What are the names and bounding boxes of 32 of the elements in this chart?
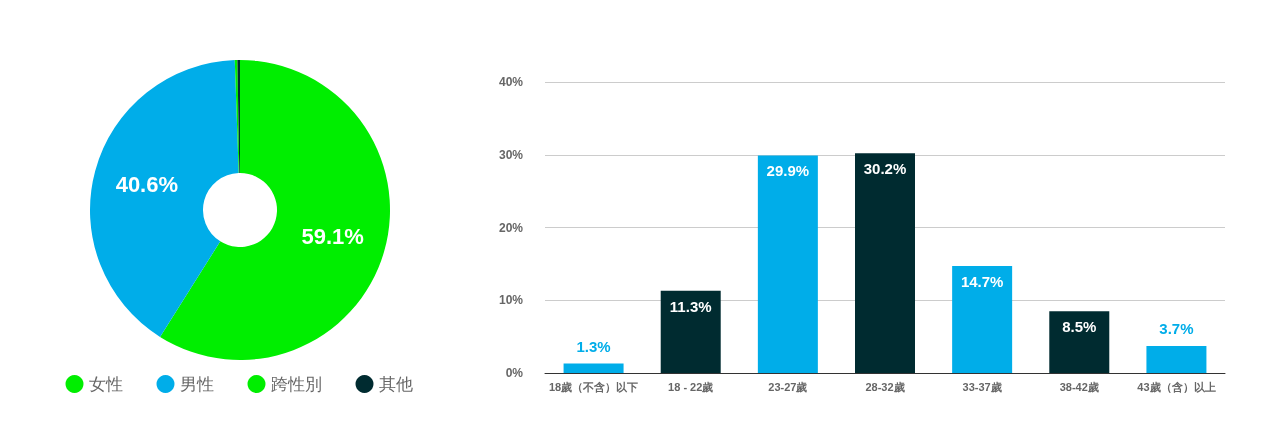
legend-label: 跨性別: [270, 374, 322, 394]
y-tick-label: 30%: [498, 147, 524, 162]
bar: [855, 153, 915, 373]
x-tick-label: 18歲（不含）以下: [548, 380, 639, 394]
x-tick-label: 23-27歲: [768, 380, 808, 393]
legend-label: 女性: [88, 374, 123, 394]
bar: [660, 290, 721, 373]
bar: [1049, 311, 1110, 373]
y-tick-label: 0%: [505, 366, 524, 380]
data-label: 40.6%: [115, 172, 179, 198]
legend-label: 其他: [378, 374, 413, 394]
x-tick-label: 33-37歲: [962, 380, 1002, 393]
y-tick-label: 20%: [498, 220, 524, 235]
x-tick-label: 43歲（含）以上: [1137, 380, 1216, 394]
data-label: 30.2%: [863, 160, 907, 178]
y-tick-label: 10%: [498, 293, 524, 308]
x-tick-label: 28-32歲: [865, 380, 905, 393]
data-label: 11.3%: [669, 297, 712, 315]
data-label: 3.7%: [1159, 320, 1194, 338]
bar: [757, 155, 818, 373]
y-tick-label: 40%: [498, 75, 524, 89]
data-label: 8.5%: [1062, 318, 1097, 336]
bar: [1146, 346, 1207, 373]
x-tick-label: 38-42歲: [1059, 380, 1099, 393]
x-tick-label: 18 - 22歲: [668, 380, 714, 393]
legend-label: 男性: [179, 374, 214, 394]
bar: [563, 363, 624, 373]
bar: [952, 266, 1013, 373]
data-label: 1.3%: [576, 337, 611, 355]
data-label: 59.1%: [301, 224, 364, 250]
data-label: 14.7%: [960, 273, 1004, 291]
data-label: 29.9%: [766, 162, 810, 180]
